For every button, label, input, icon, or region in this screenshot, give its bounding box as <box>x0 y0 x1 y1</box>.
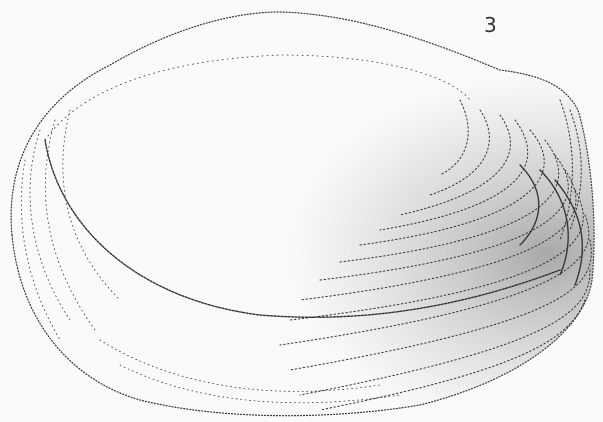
illustration: 3 <box>0 0 603 422</box>
page: {"figure": {"label": "3"}} html, body { … <box>0 0 603 422</box>
figure-label: 3 <box>484 13 497 37</box>
body: 3 (() => { const data = JSON.parse(docum… <box>0 0 603 422</box>
shell-shadow <box>11 12 594 416</box>
